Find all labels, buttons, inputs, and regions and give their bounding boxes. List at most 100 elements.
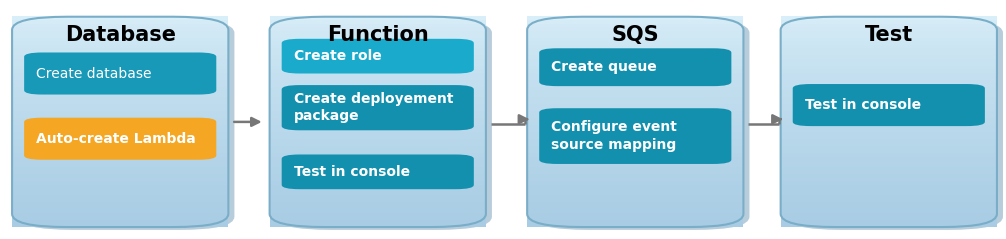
FancyBboxPatch shape: [527, 192, 743, 196]
FancyBboxPatch shape: [527, 69, 743, 73]
FancyBboxPatch shape: [12, 31, 228, 34]
FancyBboxPatch shape: [12, 73, 228, 76]
FancyBboxPatch shape: [270, 164, 486, 168]
FancyBboxPatch shape: [527, 48, 743, 52]
FancyBboxPatch shape: [527, 178, 743, 181]
FancyBboxPatch shape: [12, 52, 228, 55]
FancyBboxPatch shape: [12, 48, 228, 52]
FancyBboxPatch shape: [781, 132, 997, 136]
FancyBboxPatch shape: [12, 160, 228, 164]
FancyBboxPatch shape: [12, 153, 228, 157]
FancyBboxPatch shape: [781, 143, 997, 147]
FancyBboxPatch shape: [781, 206, 997, 210]
FancyBboxPatch shape: [527, 202, 743, 206]
Text: Create database: Create database: [36, 66, 152, 81]
FancyBboxPatch shape: [12, 41, 228, 45]
FancyBboxPatch shape: [527, 185, 743, 189]
FancyBboxPatch shape: [12, 125, 228, 129]
FancyBboxPatch shape: [781, 108, 997, 111]
FancyBboxPatch shape: [781, 16, 997, 20]
FancyBboxPatch shape: [527, 101, 743, 104]
Text: Create queue: Create queue: [551, 60, 657, 74]
FancyBboxPatch shape: [781, 27, 997, 31]
FancyBboxPatch shape: [270, 27, 486, 31]
FancyBboxPatch shape: [12, 97, 228, 101]
FancyBboxPatch shape: [527, 17, 743, 227]
FancyBboxPatch shape: [781, 97, 997, 101]
FancyBboxPatch shape: [270, 146, 486, 150]
FancyBboxPatch shape: [781, 192, 997, 196]
FancyBboxPatch shape: [527, 195, 743, 199]
FancyBboxPatch shape: [527, 111, 743, 115]
FancyBboxPatch shape: [270, 160, 486, 164]
FancyBboxPatch shape: [527, 164, 743, 168]
FancyBboxPatch shape: [781, 17, 997, 227]
FancyBboxPatch shape: [12, 150, 228, 153]
FancyBboxPatch shape: [12, 104, 228, 108]
FancyBboxPatch shape: [781, 65, 997, 69]
FancyBboxPatch shape: [270, 199, 486, 202]
FancyBboxPatch shape: [781, 111, 997, 115]
FancyBboxPatch shape: [12, 132, 228, 136]
FancyBboxPatch shape: [12, 115, 228, 118]
FancyBboxPatch shape: [781, 209, 997, 213]
FancyBboxPatch shape: [12, 206, 228, 210]
FancyBboxPatch shape: [527, 90, 743, 94]
FancyBboxPatch shape: [12, 139, 228, 143]
FancyBboxPatch shape: [781, 167, 997, 171]
FancyBboxPatch shape: [270, 150, 486, 153]
FancyBboxPatch shape: [270, 69, 486, 73]
FancyBboxPatch shape: [787, 20, 1003, 230]
FancyBboxPatch shape: [781, 31, 997, 34]
FancyBboxPatch shape: [270, 55, 486, 59]
FancyBboxPatch shape: [12, 216, 228, 220]
FancyBboxPatch shape: [12, 65, 228, 69]
FancyBboxPatch shape: [781, 160, 997, 164]
FancyBboxPatch shape: [270, 132, 486, 136]
FancyBboxPatch shape: [12, 146, 228, 150]
FancyBboxPatch shape: [12, 192, 228, 196]
FancyBboxPatch shape: [781, 87, 997, 90]
FancyBboxPatch shape: [781, 174, 997, 178]
FancyBboxPatch shape: [12, 101, 228, 104]
FancyBboxPatch shape: [270, 65, 486, 69]
FancyBboxPatch shape: [270, 192, 486, 196]
FancyBboxPatch shape: [527, 199, 743, 202]
FancyBboxPatch shape: [276, 20, 492, 230]
Text: Create deployement
package: Create deployement package: [294, 92, 454, 123]
FancyBboxPatch shape: [781, 76, 997, 80]
FancyBboxPatch shape: [781, 125, 997, 129]
FancyBboxPatch shape: [527, 27, 743, 31]
FancyBboxPatch shape: [270, 195, 486, 199]
FancyBboxPatch shape: [282, 85, 474, 130]
FancyBboxPatch shape: [533, 20, 749, 230]
FancyBboxPatch shape: [270, 136, 486, 139]
FancyBboxPatch shape: [527, 220, 743, 223]
FancyBboxPatch shape: [781, 171, 997, 174]
FancyBboxPatch shape: [527, 16, 743, 20]
FancyBboxPatch shape: [24, 53, 216, 95]
FancyBboxPatch shape: [527, 59, 743, 62]
FancyBboxPatch shape: [12, 69, 228, 73]
FancyBboxPatch shape: [527, 31, 743, 34]
FancyBboxPatch shape: [270, 80, 486, 83]
FancyBboxPatch shape: [12, 76, 228, 80]
FancyBboxPatch shape: [527, 44, 743, 48]
FancyBboxPatch shape: [781, 213, 997, 217]
FancyBboxPatch shape: [527, 87, 743, 90]
FancyBboxPatch shape: [12, 199, 228, 202]
FancyBboxPatch shape: [781, 73, 997, 76]
FancyBboxPatch shape: [527, 157, 743, 160]
FancyBboxPatch shape: [527, 118, 743, 122]
FancyBboxPatch shape: [12, 23, 228, 27]
FancyBboxPatch shape: [12, 223, 228, 227]
FancyBboxPatch shape: [527, 213, 743, 217]
FancyBboxPatch shape: [781, 164, 997, 168]
FancyBboxPatch shape: [270, 104, 486, 108]
FancyBboxPatch shape: [527, 153, 743, 157]
FancyBboxPatch shape: [12, 129, 228, 132]
FancyBboxPatch shape: [527, 62, 743, 66]
FancyBboxPatch shape: [12, 16, 228, 20]
FancyBboxPatch shape: [282, 154, 474, 189]
FancyBboxPatch shape: [539, 108, 731, 164]
